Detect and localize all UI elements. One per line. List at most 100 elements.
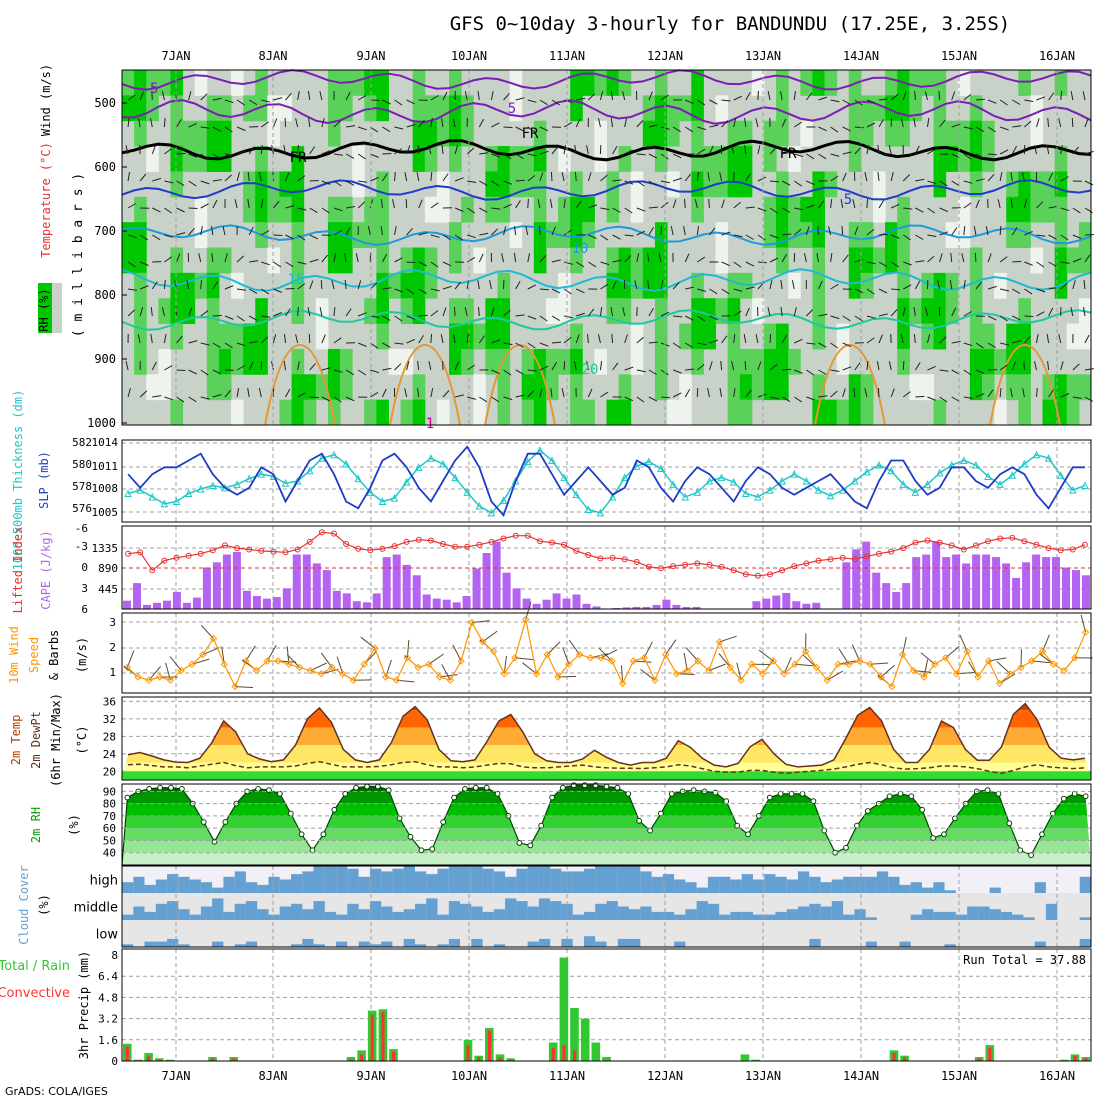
cloud-cover-middle-cell (482, 911, 495, 920)
wind-barb (600, 391, 609, 398)
wind-barb (539, 288, 549, 291)
wind-barb (537, 199, 541, 209)
cloud-cover-middle-cell (820, 906, 833, 920)
cloud-cover-middle-cell (313, 901, 326, 920)
wind-barb (491, 339, 501, 344)
wind-barb (1072, 234, 1082, 239)
precip-convective-bar (509, 1059, 513, 1061)
wind-barb (624, 149, 633, 155)
wind-speed-point (123, 663, 132, 672)
wind-barb (939, 396, 948, 403)
rh-cell (739, 272, 753, 299)
wind-barb (200, 126, 210, 129)
cloud-cover-middle-cell (471, 906, 484, 920)
wind-barb (454, 177, 464, 182)
rh-cell (1006, 374, 1019, 401)
cloud-cover-middle-cell (764, 914, 776, 920)
rh-point (418, 847, 425, 854)
date-label-top-6: 13JAN (745, 49, 781, 63)
precip-tick-1.6: 1.6 (98, 1034, 118, 1047)
rh-cell (461, 298, 474, 325)
cloud-bg-cell (392, 893, 405, 920)
rh-cell (206, 374, 220, 401)
rh-cell (497, 374, 511, 401)
wind-barb (975, 369, 985, 374)
cape-bar (222, 554, 231, 609)
rh-cell (412, 272, 426, 299)
cloud-cover-low-cell (245, 941, 258, 947)
wind-barb (467, 396, 477, 400)
wind-barb (864, 172, 868, 182)
contour-label-0: -5 (142, 81, 159, 97)
rh-cell (812, 298, 826, 325)
wind-barb (418, 199, 423, 209)
wind-barb (769, 257, 779, 263)
wind-barb (1060, 393, 1070, 398)
wind-barb (951, 123, 961, 128)
rh-legend-bar-gray (52, 283, 62, 333)
cloud-cover-high-cell (572, 871, 585, 893)
wind-barb (733, 334, 736, 344)
wind-barb (818, 313, 828, 317)
wind-barb (370, 99, 380, 101)
rh-cell (376, 70, 389, 96)
wind-barb (999, 315, 1008, 322)
rh-cell (703, 171, 717, 198)
rh-cell (667, 171, 680, 198)
wind-barb (697, 315, 706, 322)
wind-barb (295, 334, 299, 344)
cape-bar (422, 594, 431, 609)
li-point (730, 567, 737, 574)
rh-cell (933, 95, 947, 122)
wind-barb (273, 234, 283, 236)
cloud-bg-cell (279, 920, 292, 947)
rh-cell (473, 399, 486, 426)
rh-cell (134, 196, 147, 223)
rh-cell (327, 120, 341, 147)
cloud-cover-middle-cell (155, 903, 168, 920)
wind-barb (951, 91, 956, 101)
date-label-top-8: 15JAN (941, 49, 977, 63)
cloud-bg-cell (989, 866, 1002, 893)
wind-barb (612, 179, 622, 182)
wind-barb (963, 311, 972, 317)
rh-point (287, 810, 294, 817)
wind-barb (563, 145, 566, 155)
precip-tick-6.4: 6.4 (98, 970, 118, 983)
li-point (209, 547, 216, 554)
rh-cell (776, 374, 789, 401)
wind-barb (285, 234, 294, 240)
cape-bar (752, 601, 761, 609)
rh-point (146, 786, 153, 792)
wind-barb (806, 204, 815, 209)
wind-barb (527, 342, 536, 349)
wind-barb (333, 207, 343, 212)
wind-barb (961, 253, 965, 263)
wind-barb (1034, 361, 1037, 371)
cape-bar (952, 554, 961, 609)
wind-barb (406, 261, 416, 264)
rh-cell (933, 146, 947, 172)
cape-bar (462, 596, 471, 609)
rh-cell (485, 196, 498, 223)
wind-barb (842, 366, 852, 371)
wind-barb (999, 256, 1008, 263)
rh-point (364, 783, 370, 790)
cloud-cover-high-cell (381, 871, 393, 893)
rh-cell (776, 247, 789, 274)
precip-tick-4.8: 4.8 (98, 991, 118, 1004)
wind-barb-10m (665, 639, 677, 655)
wind-barb (890, 234, 900, 239)
rh-cell (1054, 399, 1068, 426)
rh-cell (739, 399, 753, 426)
rh-cell (206, 272, 220, 299)
rh-cell (170, 323, 184, 350)
wind-barb (454, 281, 462, 290)
wind-barb (151, 281, 158, 290)
isotherm-line-6 (121, 309, 1092, 331)
wind-barb (927, 148, 936, 155)
rh-cell (170, 70, 184, 96)
wind-barb (284, 334, 287, 344)
cape-bar (1032, 554, 1041, 609)
wind-barb (709, 315, 718, 321)
